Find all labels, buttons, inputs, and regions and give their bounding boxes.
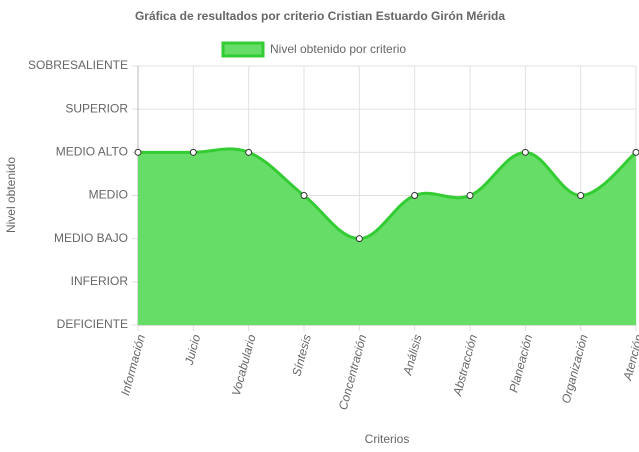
y-tick-label: SUPERIOR (65, 101, 128, 115)
point (466, 192, 474, 199)
area (138, 148, 636, 325)
x-tick-label: Atención (620, 333, 639, 383)
x-tick-label: Planeación (506, 333, 535, 394)
x-tick-label: Juicio (182, 333, 204, 368)
point (632, 148, 639, 156)
y-tick-label: MEDIO BAJO (54, 231, 128, 245)
point (300, 192, 308, 199)
point (355, 235, 363, 243)
y-tick-label: MEDIO (89, 188, 128, 202)
y-tick-label: INFERIOR (71, 274, 129, 288)
point (189, 148, 197, 156)
x-tick-label: Información (118, 333, 148, 397)
point (245, 148, 253, 156)
point (521, 148, 529, 156)
x-tick-label: Vocabulario (229, 333, 259, 398)
legend-label: Nivel obtenido por criterio (270, 42, 406, 56)
line (138, 147, 637, 241)
x-tick-label: Organización (559, 333, 591, 405)
x-tick-label: Concentración (336, 333, 370, 412)
x-tick-label: Análisis (400, 333, 424, 378)
x-axis-title: Criterios (365, 432, 410, 446)
y-axis-title: Nivel obtenido (4, 157, 18, 233)
y-tick-label: SOBRESALIENTE (28, 58, 128, 72)
point (411, 192, 419, 199)
x-tick-label: Abstracción (450, 333, 480, 398)
point (577, 192, 585, 199)
y-tick-label: DEFICIENTE (57, 317, 128, 331)
point (134, 148, 142, 156)
y-tick-label: MEDIO ALTO (56, 145, 128, 159)
legend-swatch (221, 41, 265, 58)
x-tick-label: Síntesis (289, 333, 314, 378)
chart-title: Gráfica de resultados por criterio Crist… (135, 9, 505, 23)
